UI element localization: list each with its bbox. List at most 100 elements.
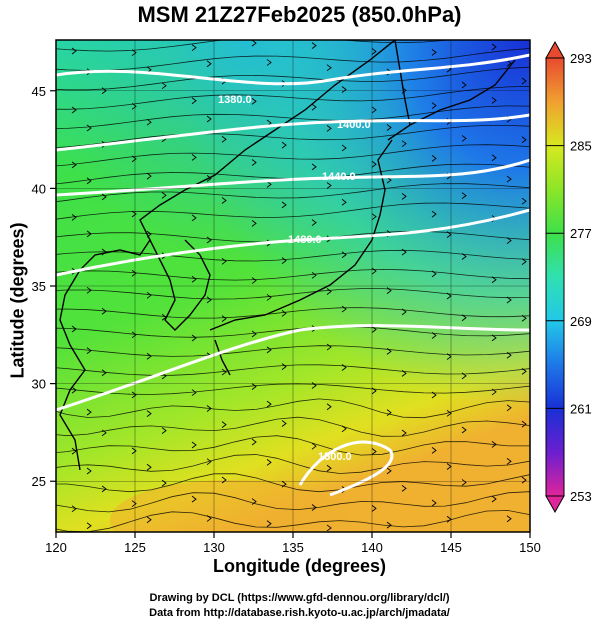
colorbar-tick-label: 293 [570,51,592,66]
colorbar-top-arrow [545,40,565,59]
streamline-arrow [491,495,497,503]
streamline-arrow [521,314,527,322]
streamline-arrow [401,193,407,200]
y-axis-ticks: 25 30 35 40 45 [32,84,56,489]
streamline-arrow [266,459,272,466]
streamline-arrow [101,193,107,201]
streamline-arrow [431,332,437,339]
streamline-arrow [311,271,317,279]
streamline-arrow [461,372,467,380]
streamline-arrow [146,516,152,524]
streamline-arrow [191,214,197,222]
streamline-arrow [251,219,257,227]
streamline-arrow [191,275,197,283]
streamline-arrow [386,124,392,131]
contour-line-1500 [56,324,530,412]
streamline-arrow [266,400,272,408]
streamline-arrow [341,364,347,371]
streamline-arrow [191,441,197,449]
streamline-arrow [431,270,437,278]
streamline-arrow [131,269,137,277]
x-axis-label: Longitude (degrees) [212,556,386,576]
lat-lon-grid [56,40,530,532]
streamline-arrow [371,48,377,55]
streamline-arrow [71,325,77,333]
streamline-arrow [401,248,407,256]
height-contours [56,53,530,497]
wind-streamlines [56,40,530,532]
streamline-arrow [131,210,137,218]
streamline [56,326,530,338]
warm-region-south [110,480,350,532]
streamline-arrow [506,237,512,244]
streamline-arrow [131,391,137,399]
streamline-arrow [521,258,527,265]
streamline-arrow [251,330,257,338]
streamline [56,398,530,419]
streamline-arrow [131,49,137,57]
credit-drawing: Drawing by DCL (https://www.gfd-dennou.o… [149,592,450,604]
colorbar-tick-label: 253 [570,489,592,504]
streamline-arrow [86,177,92,185]
streamline-arrow [506,59,512,67]
streamline-arrow [131,447,137,455]
streamline-arrow [101,485,107,493]
streamline-arrow [86,408,92,416]
streamline-arrow [221,476,227,484]
streamline-arrow [371,326,377,333]
streamline [56,40,453,52]
streamline-arrow [386,521,392,529]
streamline-arrow [71,505,77,513]
y-tick-label: 35 [32,279,46,294]
streamline-arrow [251,383,257,390]
streamline-arrow [326,343,332,351]
streamline-arrow [101,429,107,437]
streamline-arrow [401,140,407,148]
streamline [56,202,530,220]
contour-labels: 1380.0 1400.0 1440.0 1480.0 1500.0 [218,94,371,463]
streamline-arrow [506,515,512,523]
contour-label-1400: 1400.0 [337,119,371,131]
colorbar-tick-label: 285 [570,139,592,154]
streamline-arrow [386,287,392,294]
streamline-arrow [266,520,272,528]
y-tick-label: 25 [32,474,46,489]
streamline-arrow [206,115,212,123]
streamline-arrow [326,288,332,295]
streamline-arrow [161,427,167,434]
streamline-arrow [341,305,347,313]
streamline-arrow [71,447,77,455]
y-tick-label: 45 [32,84,46,99]
contour-label-1480: 1480.0 [288,234,322,246]
streamline-arrow [386,347,392,355]
streamline-arrow [521,367,527,375]
streamline-arrow [506,458,512,465]
streamline-arrow [281,363,287,370]
streamline-arrow [371,106,377,114]
x-tick-label: 135 [282,540,304,555]
streamline-arrow [341,198,347,206]
streamline-arrow [146,352,152,360]
streamline-arrow [206,405,212,412]
streamline-arrow [131,155,137,163]
streamline-arrow [146,118,152,126]
contour-line-1400 [56,113,530,152]
streamline-arrow [401,308,407,316]
streamline-arrow [461,314,467,322]
streamline-arrow [251,277,257,284]
streamline-arrow [521,136,527,144]
credit-data-source: Data from http://database.rish.kyoto-u.a… [149,607,450,619]
page-title: MSM 21Z27Feb2025 (850.0hPa) [137,2,462,27]
streamline-arrow [461,426,467,434]
colorbar-ticks: 293 285 277 269 261 253 [546,51,592,504]
streamline [56,105,530,130]
streamline-arrow [341,144,347,152]
streamline-arrow [521,420,527,428]
streamline-arrow [401,429,407,437]
streamline-arrow [161,191,167,199]
colorbar-bottom-arrow [545,495,565,514]
streamline [56,183,530,203]
streamline-arrow [341,251,347,259]
streamline-arrow [491,154,497,162]
streamline-arrow [491,43,497,51]
